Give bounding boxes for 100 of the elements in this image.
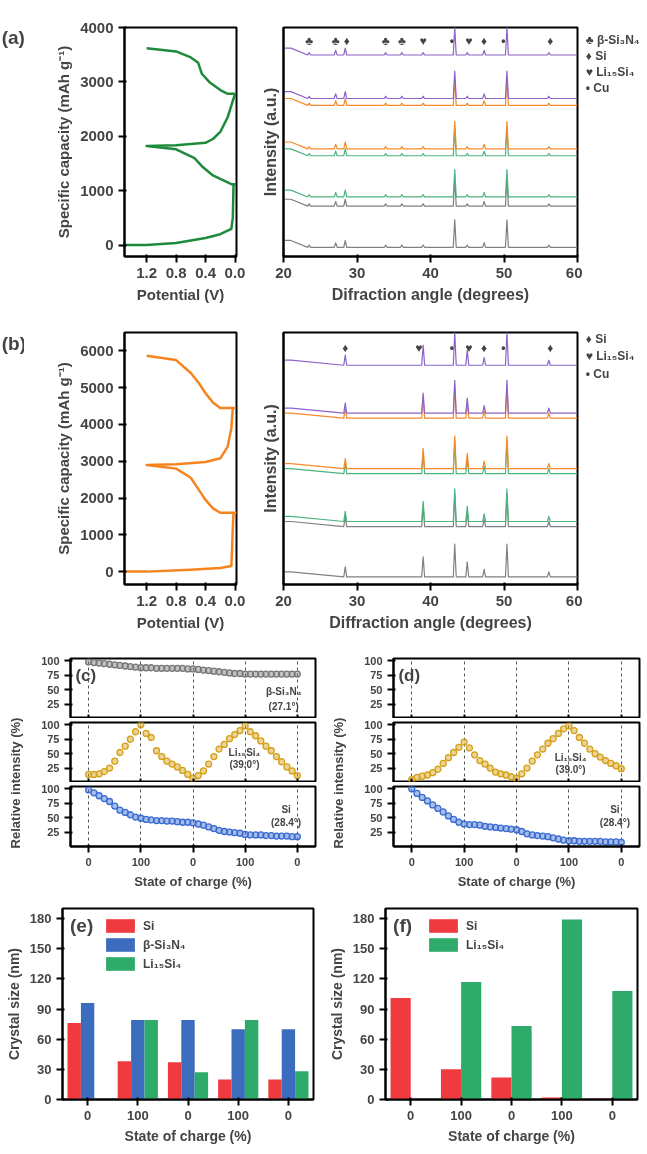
annotation: ♦: [547, 340, 554, 355]
y-tick-label: 0: [105, 562, 114, 580]
x-axis-title: State of charge (%): [448, 1127, 575, 1144]
y-tick-label: 100: [41, 654, 60, 667]
y-tick-label: 2000: [80, 127, 114, 145]
y-tick-label: 100: [364, 782, 383, 795]
annotation: ♣: [381, 34, 390, 49]
annotation: •: [501, 340, 506, 355]
y-tick-label: 150: [352, 941, 375, 957]
annotation: (28.4°): [271, 817, 302, 828]
x-tick-label: 0: [408, 855, 415, 868]
x-tick-label: 100: [126, 1107, 149, 1123]
x-tick-label: 0: [284, 1107, 293, 1123]
y-tick-label: 50: [47, 747, 60, 760]
annotation: ♣: [305, 34, 314, 49]
y-tick-label: 5000: [80, 378, 114, 396]
y-tick-label: 150: [29, 941, 52, 957]
x-tick-label: 0: [184, 1107, 192, 1123]
annotation: (39.0°): [555, 763, 586, 775]
annotation: ♥: [415, 340, 423, 355]
y-tick-label: 90: [360, 1001, 375, 1017]
y-tick-label: 75: [47, 733, 60, 746]
x-axis-title: Potential (V): [136, 285, 225, 303]
y-axis-title: Intensity (a.u.): [261, 87, 279, 197]
y-tick-label: 50: [47, 683, 60, 696]
y-tick-label: 100: [41, 718, 60, 731]
text: ♥ Li₁₅Si₄: [585, 349, 635, 364]
x-tick-label: 50: [495, 263, 513, 281]
x-tick-label: 1.2: [136, 591, 158, 609]
y-tick-label: 75: [370, 669, 383, 682]
annotation: ♦: [481, 34, 488, 49]
y-axis-title: Relative intensity (%): [8, 717, 24, 849]
x-tick-label: 0.0: [224, 263, 246, 281]
y-axis-title: Crystal size (nm): [5, 947, 22, 1061]
legend-label: Li₁₅Si₄: [466, 936, 505, 953]
y-tick-label: 6000: [80, 341, 114, 359]
x-axis-title: State of charge (%): [124, 1127, 252, 1144]
x-tick-label: 0: [189, 855, 197, 868]
y-tick-label: 0: [105, 236, 114, 254]
x-tick-label: 0: [507, 1107, 516, 1123]
y-tick-label: 50: [370, 747, 383, 760]
annotation: (28.4°): [599, 817, 630, 828]
x-tick-label: 100: [227, 1107, 250, 1123]
y-tick-label: 180: [352, 911, 375, 927]
y-tick-label: 75: [370, 797, 383, 810]
x-axis-title: State of charge (%): [457, 873, 576, 889]
y-tick-label: 50: [370, 811, 383, 824]
annotation: Li₁₅Si₄: [554, 751, 587, 763]
x-tick-label: 0: [618, 855, 625, 868]
annotation: Si: [281, 803, 292, 815]
text: • Cu: [585, 367, 610, 382]
y-tick-label: 75: [370, 733, 383, 746]
x-tick-label: 50: [495, 591, 513, 609]
y-tick-label: 4000: [80, 18, 114, 36]
annotation: (39.0°): [229, 759, 260, 770]
y-tick-label: 30: [360, 1061, 375, 1077]
y-tick-label: 0: [367, 1092, 375, 1107]
y-tick-label: 120: [352, 971, 375, 987]
x-tick-label: 0: [407, 1107, 415, 1123]
y-tick-label: 50: [47, 811, 60, 824]
x-axis-title: Diffraction angle (degrees): [329, 613, 532, 631]
annotation: •: [449, 34, 454, 49]
annotation: ♦: [343, 34, 350, 49]
y-tick-label: 75: [47, 797, 60, 810]
y-axis-title: Relative intensity (%): [331, 717, 347, 849]
annotation: (e): [70, 915, 94, 937]
y-tick-label: 100: [364, 718, 383, 731]
x-axis-title: Potential (V): [136, 613, 225, 631]
y-tick-label: 2000: [80, 489, 114, 507]
x-tick-label: 40: [422, 591, 439, 609]
legend-label: β-Si₃N₄: [143, 936, 186, 953]
legend-label: Li₁₅Si₄: [143, 955, 182, 972]
x-tick-label: 100: [450, 1107, 472, 1123]
annotation: ♣: [331, 34, 340, 49]
annotation: ♦: [481, 340, 488, 355]
y-axis-title: Intensity (a.u.): [261, 404, 279, 513]
y-tick-label: 120: [29, 971, 52, 987]
y-tick-label: 1000: [80, 181, 114, 199]
y-tick-label: 100: [364, 654, 383, 667]
y-tick-label: 1000: [80, 525, 114, 543]
x-tick-label: 0: [294, 855, 301, 868]
annotation: ♦: [342, 340, 349, 355]
x-tick-label: 100: [131, 855, 151, 868]
annotation: Si: [610, 803, 620, 815]
y-tick-label: 4000: [80, 415, 114, 433]
x-tick-label: 100: [235, 855, 255, 868]
annotation: (f): [393, 915, 413, 937]
x-tick-label: 0.0: [224, 591, 246, 609]
annotation: (d): [398, 665, 421, 685]
text: (a): [1, 27, 25, 49]
y-tick-label: 25: [370, 698, 383, 711]
legend-label: Si: [466, 917, 479, 934]
x-tick-label: 40: [422, 263, 439, 281]
x-tick-label: 1.2: [136, 263, 158, 281]
x-axis-title: Difraction angle (degrees): [331, 285, 530, 303]
legend-label: Si: [143, 917, 156, 934]
x-tick-label: 20: [275, 263, 292, 281]
text: ♦ Si: [585, 49, 607, 64]
y-axis-title: Specific capacity (mAh g⁻¹): [55, 45, 73, 239]
x-tick-label: 60: [565, 263, 583, 281]
